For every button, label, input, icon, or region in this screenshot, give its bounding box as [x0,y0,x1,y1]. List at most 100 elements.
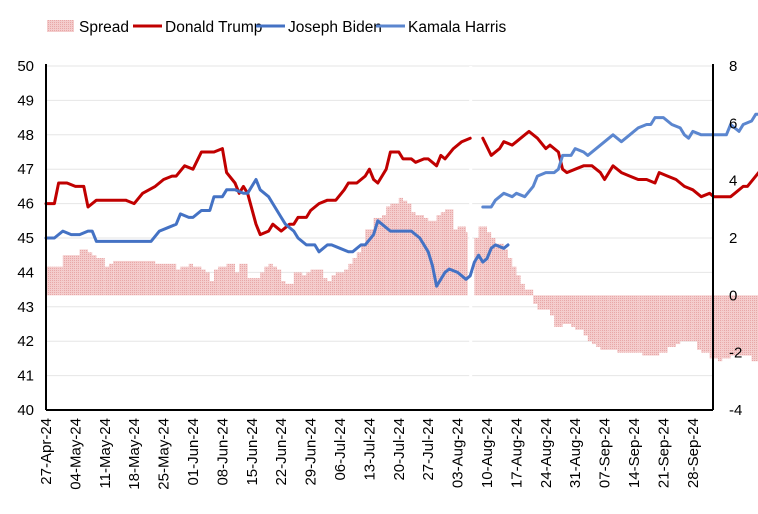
spread-bar [382,215,387,296]
x-tick-label: 21-Sep-24 [655,418,672,488]
spread-bar [188,263,193,296]
legend-label-trump: Donald Trump [165,19,262,36]
spread-bar [62,255,76,296]
series-line-kamala-harris [481,112,758,209]
spread-bar [365,229,374,296]
spread-bar [751,295,758,362]
spread-bar [58,266,63,296]
legend-item-biden: Joseph Biden [256,19,382,36]
spread-bar [306,272,311,296]
spread-bar [109,263,114,296]
x-axis-ticks: 27-Apr-24 04-May-24 11-May-24 18-May-24 25-M… [38,418,702,490]
spread-bar [264,266,269,296]
spread-bar [487,232,492,296]
spread-bar [571,295,576,327]
spread-bar [642,295,655,356]
y2-tick-label: 2 [729,230,737,247]
spread-bar [453,229,458,296]
spread-bar [705,295,710,353]
spread-bar [272,266,277,296]
spread-bar [680,295,685,342]
spread-bar [344,269,349,296]
spread-bar [310,269,315,296]
x-tick-label: 27-Apr-24 [38,418,55,485]
spread-bar [361,243,366,296]
spread-bar [285,283,290,296]
spread-bar [281,281,286,296]
spread-bar [659,295,668,353]
spread-bar [684,295,693,342]
spread-bar [176,269,181,296]
spread-bar [436,215,441,296]
spread-bar [474,238,479,296]
x-tick-label: 10-Aug-24 [479,418,496,488]
spread-bar [88,252,93,296]
right-axis-ticks: -4 -2 0 2 4 6 8 [729,58,742,419]
spread-bar [634,295,639,353]
spread-bar [415,215,420,296]
axes [45,64,714,411]
spread-bar [373,217,382,296]
spread-bar [638,295,643,353]
spread-bar [79,249,88,296]
spread-bar [92,255,97,296]
spread-bar [411,212,416,296]
spread-bar [676,295,681,345]
spread-bar [398,197,403,296]
spread-bar [75,255,80,296]
y2-tick-label: -2 [729,345,742,362]
spread-bar [575,295,580,330]
spread-bar [600,295,609,350]
spread-bar [537,295,546,310]
x-tick-label: 17-Aug-24 [508,418,525,488]
spread-bar [524,289,534,296]
spread-bar [226,263,235,296]
spread-bar [390,203,399,296]
spread-bar [331,275,336,296]
spread-bar [449,209,454,296]
spread-bar [104,266,109,296]
spread-bar [583,295,588,336]
spread-bar [596,295,601,347]
legend-item-harris: Kamala Harris [376,19,506,36]
y-tick-label: 49 [17,92,34,109]
x-tick-label: 28-Sep-24 [685,418,702,488]
spread-bar [545,295,550,310]
y-tick-label: 47 [17,161,34,178]
y2-tick-label: 6 [729,115,737,132]
spread-bar [243,263,248,296]
spread-bar [205,272,210,296]
spread-bar [512,266,517,296]
spread-bar [424,217,429,296]
spread-bar [96,258,105,296]
spread-bar [419,215,424,296]
x-tick-label: 27-Jul-24 [420,418,437,481]
x-tick-label: 20-Jul-24 [391,418,408,481]
y2-tick-label: -4 [729,402,742,419]
y2-tick-label: 0 [729,287,737,304]
y-tick-label: 50 [17,58,34,75]
spread-bar [697,295,702,350]
spread-bar [209,281,214,296]
spread-bar [155,263,172,296]
y-tick-label: 40 [17,402,34,419]
legend-label-harris: Kamala Harris [408,19,506,36]
x-tick-label: 18-May-24 [126,418,143,490]
spread-bar [503,249,508,296]
x-tick-label: 29-Jun-24 [303,418,320,486]
spread-bar [579,295,584,330]
x-tick-label: 06-Jul-24 [332,418,349,481]
spread-bar [352,258,357,296]
spread-bar [247,278,256,296]
y-tick-label: 44 [17,264,34,281]
series-lines-layer [44,112,758,288]
spread-bar [293,272,303,296]
spread-bar [356,252,361,296]
spread-bar [655,295,660,356]
spread-bar [403,200,408,296]
spread-bar [617,295,626,353]
spread-bar [499,243,504,296]
spread-bar [214,269,219,296]
spread-bar [138,260,147,296]
